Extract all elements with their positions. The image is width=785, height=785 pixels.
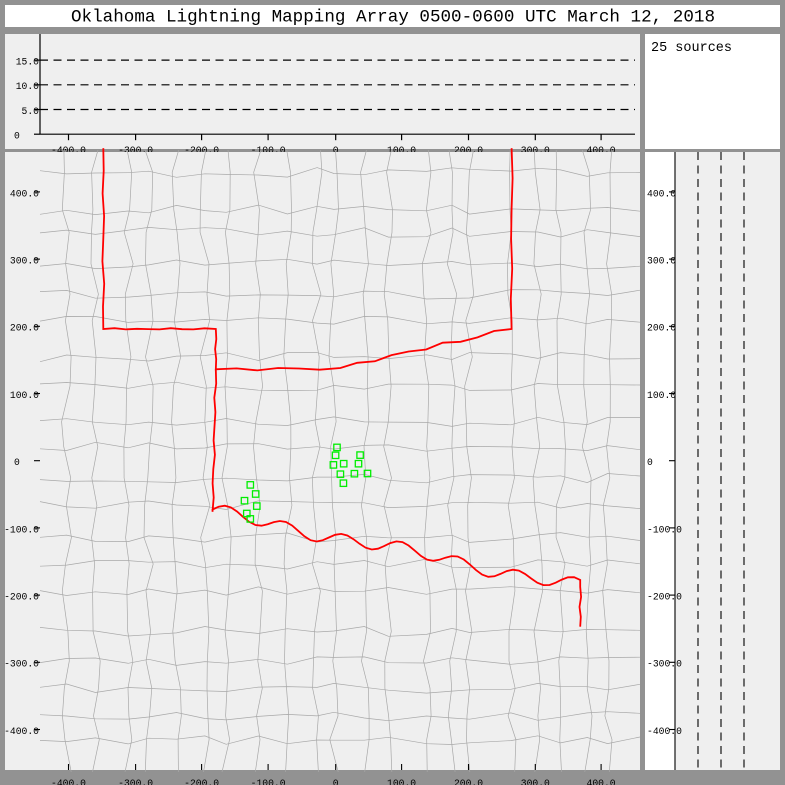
svg-text:200.0: 200.0: [454, 778, 483, 785]
svg-text:-200.0: -200.0: [184, 778, 219, 785]
svg-text:5.0: 5.0: [22, 106, 40, 117]
svg-text:200.0: 200.0: [647, 323, 676, 334]
svg-text:100.0: 100.0: [387, 778, 416, 785]
svg-text:-100.0: -100.0: [4, 524, 39, 535]
svg-text:-200.0: -200.0: [4, 592, 39, 603]
svg-text:300.0: 300.0: [10, 256, 39, 267]
svg-text:-200.0: -200.0: [647, 592, 682, 603]
svg-text:-400.0: -400.0: [647, 726, 682, 737]
svg-text:15.0: 15.0: [16, 57, 39, 68]
svg-text:-300.0: -300.0: [4, 659, 39, 670]
svg-text:0: 0: [333, 778, 339, 785]
svg-text:400.0: 400.0: [587, 778, 616, 785]
svg-text:-100.0: -100.0: [647, 524, 682, 535]
svg-text:-400.0: -400.0: [4, 726, 39, 737]
svg-text:-300.0: -300.0: [647, 659, 682, 670]
svg-text:100.0: 100.0: [647, 390, 676, 401]
svg-text:300.0: 300.0: [647, 256, 676, 267]
svg-text:-400.0: -400.0: [51, 778, 86, 785]
svg-text:0: 0: [647, 457, 653, 468]
svg-text:-300.0: -300.0: [118, 778, 153, 785]
svg-text:0: 0: [14, 131, 20, 142]
svg-text:0: 0: [14, 457, 20, 468]
svg-text:-100.0: -100.0: [251, 778, 286, 785]
svg-text:100.0: 100.0: [10, 390, 39, 401]
svg-text:Oklahoma Lightning Mapping Arr: Oklahoma Lightning Mapping Array 0500-06…: [71, 8, 715, 28]
svg-text:10.0: 10.0: [16, 81, 39, 92]
svg-text:400.0: 400.0: [10, 188, 39, 199]
svg-text:300.0: 300.0: [521, 778, 550, 785]
svg-text:200.0: 200.0: [10, 323, 39, 334]
svg-text:400.0: 400.0: [647, 188, 676, 199]
svg-text:25 sources: 25 sources: [651, 41, 732, 56]
